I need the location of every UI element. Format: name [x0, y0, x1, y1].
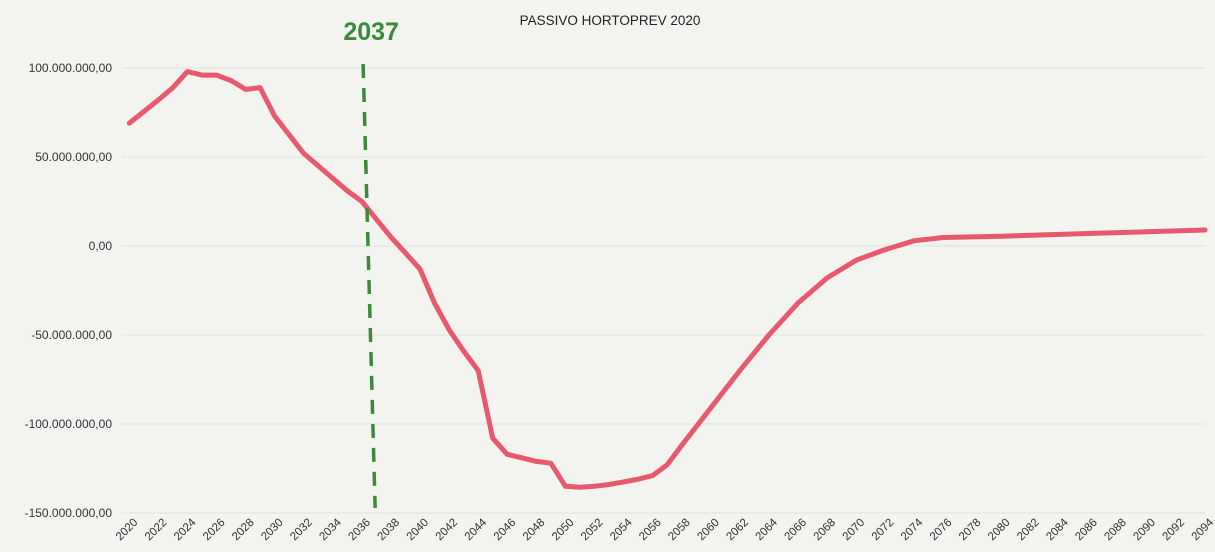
- x-tick-label: 2090: [1131, 517, 1158, 544]
- marker-dashed-line: [361, 63, 377, 509]
- y-tick-label: 50.000.000,00: [35, 150, 112, 164]
- x-tick-label: 2082: [1015, 517, 1042, 544]
- x-tick-label: 2070: [841, 517, 868, 544]
- x-tick-label: 2040: [405, 517, 432, 544]
- x-tick-label: 2056: [637, 517, 664, 544]
- y-tick-label: 100.000.000,00: [29, 61, 113, 75]
- x-tick-label: 2032: [288, 517, 315, 544]
- y-tick-label: 0,00: [89, 239, 113, 253]
- x-tick-label: 2076: [928, 517, 955, 544]
- x-tick-label: 2052: [579, 517, 606, 544]
- x-tick-label: 2026: [201, 517, 228, 544]
- marker-label: 2037: [343, 18, 399, 46]
- y-axis-ticks: 100.000.000,00 50.000.000,00 0,00 -50.000.0…: [25, 61, 113, 520]
- x-tick-label: 2080: [986, 517, 1013, 544]
- x-tick-label: 2074: [899, 516, 926, 543]
- x-tick-label: 2044: [463, 516, 490, 543]
- x-tick-label: 2038: [376, 517, 403, 544]
- x-tick-label: 2028: [230, 517, 257, 544]
- x-tick-label: 2024: [172, 516, 199, 543]
- series-group: [126, 69, 1208, 490]
- x-tick-label: 2036: [346, 517, 373, 544]
- x-tick-label: 2092: [1161, 517, 1188, 544]
- x-tick-label: 2068: [812, 517, 839, 544]
- x-tick-label: 2084: [1044, 516, 1071, 543]
- marker-group: 2037: [343, 18, 399, 509]
- series-line: [126, 69, 1208, 490]
- x-tick-label: 2046: [492, 517, 519, 544]
- x-tick-label: 2048: [521, 517, 548, 544]
- x-tick-label: 2078: [957, 517, 984, 544]
- x-tick-label: 2060: [695, 517, 722, 544]
- x-tick-label: 2020: [114, 517, 141, 544]
- x-tick-label: 2072: [870, 517, 897, 544]
- y-tick-label: -100.000.000,00: [25, 417, 113, 431]
- x-tick-label: 2062: [724, 517, 751, 544]
- x-tick-label: 2050: [550, 517, 577, 544]
- y-tick-label: -150.000.000,00: [25, 506, 113, 520]
- x-tick-label: 2066: [783, 517, 810, 544]
- x-tick-label: 2042: [434, 517, 461, 544]
- x-tick-label: 2030: [259, 517, 286, 544]
- x-tick-label: 2086: [1073, 517, 1100, 544]
- x-axis-ticks: 2020 2022 2024 2026 2028 2030 2032 2034 2036 2038…: [114, 516, 1215, 543]
- x-tick-label: 2034: [317, 516, 344, 543]
- x-tick-label: 2058: [666, 517, 693, 544]
- x-tick-label: 2054: [608, 516, 635, 543]
- x-tick-label: 2022: [143, 517, 170, 544]
- chart-title: PASSIVO HORTOPREV 2020: [520, 13, 701, 28]
- gridlines: [122, 67, 1205, 514]
- x-tick-label: 2094: [1190, 516, 1215, 543]
- x-tick-label: 2064: [753, 516, 780, 543]
- x-tick-label: 2088: [1102, 517, 1129, 544]
- y-tick-label: -50.000.000,00: [31, 328, 112, 342]
